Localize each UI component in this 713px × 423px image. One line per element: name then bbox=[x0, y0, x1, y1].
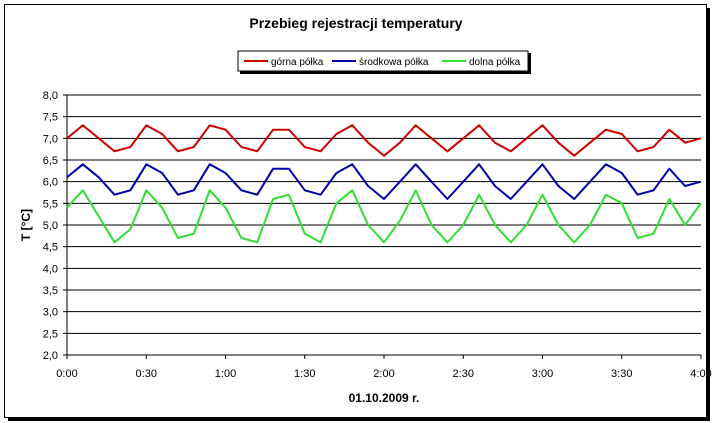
y-tick-label: 2,5 bbox=[43, 328, 58, 340]
y-axis-label: T [°C] bbox=[19, 209, 33, 241]
x-tick-label: 3:30 bbox=[611, 368, 632, 380]
y-tick-label: 8,0 bbox=[43, 90, 58, 102]
x-tick-label: 1:00 bbox=[215, 368, 236, 380]
legend-label: środkowa półka bbox=[359, 57, 429, 68]
y-tick-label: 5,0 bbox=[43, 220, 58, 232]
series-line bbox=[66, 124, 702, 157]
x-tick-label: 0:00 bbox=[56, 368, 77, 380]
x-tick-label: 1:30 bbox=[294, 368, 315, 380]
series-line bbox=[66, 189, 702, 244]
chart-shadow-right bbox=[707, 8, 710, 421]
y-tick-label: 4,5 bbox=[43, 242, 58, 254]
y-tick-label: 3,5 bbox=[43, 285, 58, 297]
series-line bbox=[66, 163, 702, 200]
y-tick-label: 3,0 bbox=[43, 307, 58, 319]
x-tick-label: 4:00 bbox=[690, 368, 711, 380]
y-tick-label: 5,5 bbox=[43, 198, 58, 210]
legend-label: górna półka bbox=[271, 57, 324, 68]
y-tick-label: 7,0 bbox=[43, 133, 58, 145]
legend-shadow bbox=[240, 71, 531, 74]
x-tick-label: 0:30 bbox=[136, 368, 157, 380]
x-tick-label: 2:00 bbox=[373, 368, 394, 380]
chart-title: Przebieg rejestracji temperatury bbox=[249, 15, 462, 31]
legend-shadow bbox=[528, 53, 531, 73]
y-tick-label: 6,5 bbox=[43, 155, 58, 167]
chart-shadow-bottom bbox=[8, 418, 710, 421]
x-tick-label: 2:30 bbox=[453, 368, 474, 380]
x-tick-label: 3:00 bbox=[532, 368, 553, 380]
legend: górna półka środkowa półka dolna półka bbox=[237, 50, 531, 74]
legend-label: dolna półka bbox=[469, 57, 521, 68]
x-axis-label: 01.10.2009 r. bbox=[349, 391, 420, 405]
y-tick-label: 7,5 bbox=[43, 112, 58, 124]
y-tick-label: 2,0 bbox=[43, 350, 58, 362]
y-tick-label: 4,0 bbox=[43, 263, 58, 275]
y-tick-label: 6,0 bbox=[43, 177, 58, 189]
